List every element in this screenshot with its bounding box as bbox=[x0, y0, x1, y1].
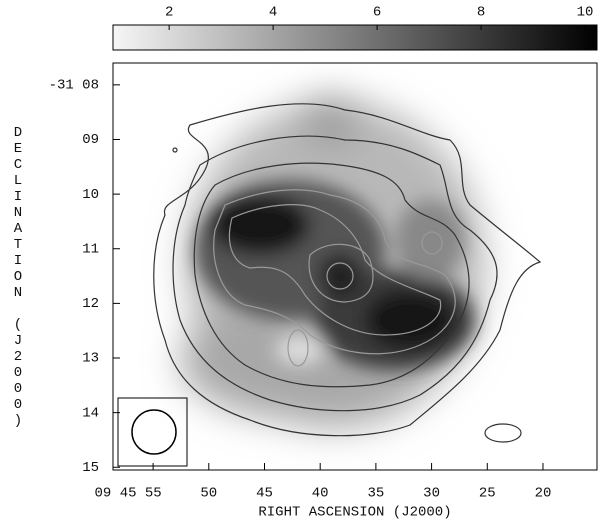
x-tick-label: 20 bbox=[535, 486, 552, 502]
y-tick-label: 11 bbox=[82, 241, 99, 257]
x-tick-label: 50 bbox=[200, 486, 217, 502]
colorbar-tick-label: 4 bbox=[269, 5, 277, 21]
x-tick-label: 25 bbox=[479, 486, 496, 502]
y-tick-label: 13 bbox=[82, 351, 99, 367]
colorbar-tick-label: 6 bbox=[373, 5, 381, 21]
x-tick-label: 40 bbox=[312, 486, 329, 502]
y-tick-label: 10 bbox=[82, 187, 99, 203]
x-axis-label: RIGHT ASCENSION (J2000) bbox=[258, 505, 451, 521]
y-tick-label: 15 bbox=[82, 460, 99, 476]
x-tick-label: 45 bbox=[256, 486, 273, 502]
x-tick-label: 09 45 55 bbox=[94, 486, 161, 502]
y-tick-label: 09 bbox=[82, 132, 99, 148]
beam-box bbox=[117, 397, 188, 467]
y-tick-label: 14 bbox=[82, 405, 99, 421]
colorbar-tick-label: 10 bbox=[577, 5, 594, 21]
y-axis-label: DECLINATION (J2000) bbox=[10, 125, 26, 429]
x-tick-label: 35 bbox=[367, 486, 384, 502]
y-tick-label: 12 bbox=[82, 296, 99, 312]
x-tick-label: 30 bbox=[423, 486, 440, 502]
y-tick-label: -31 08 bbox=[49, 78, 99, 94]
plot-frame bbox=[112, 62, 598, 471]
image bbox=[153, 95, 542, 443]
colorbar-tick-label: 2 bbox=[165, 5, 173, 21]
colorbar bbox=[112, 24, 598, 51]
colorbar-tick-label: 8 bbox=[477, 5, 485, 21]
beam bbox=[131, 409, 177, 455]
